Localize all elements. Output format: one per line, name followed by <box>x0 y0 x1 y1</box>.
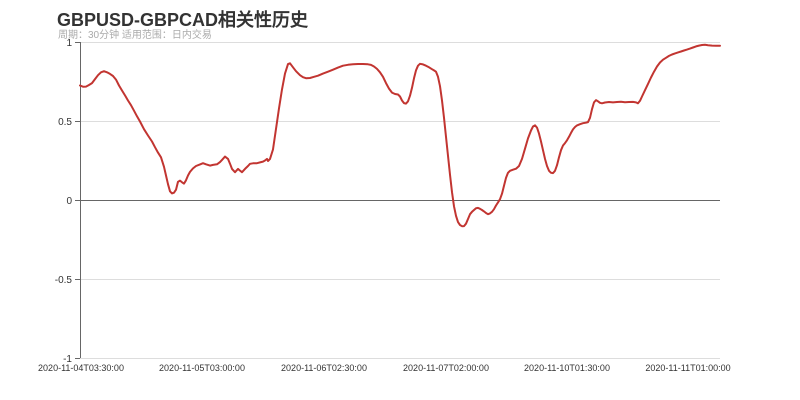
chart-title: GBPUSD-GBPCAD相关性历史 <box>57 10 309 30</box>
x-tick-label: 2020-11-11T01:00:00 <box>645 363 730 373</box>
y-tick-label: 1 <box>66 38 72 49</box>
x-tick-label: 2020-11-06T02:30:00 <box>281 363 367 373</box>
x-tick-label: 2020-11-07T02:00:00 <box>403 363 489 373</box>
x-tick-label: 2020-11-05T03:00:00 <box>159 363 245 373</box>
chart-subtitle: 周期：30分钟 适用范围：日内交易 <box>58 30 212 41</box>
y-tick-label: 0.5 <box>58 117 72 128</box>
y-tick-label: 0 <box>66 196 72 207</box>
y-tick-label: -0.5 <box>55 275 73 286</box>
x-tick-label: 2020-11-10T01:30:00 <box>524 363 610 373</box>
x-tick-label: 2020-11-04T03:30:00 <box>38 363 124 373</box>
y-tick-label: -1 <box>63 354 72 365</box>
series-line[interactable] <box>79 43 721 228</box>
